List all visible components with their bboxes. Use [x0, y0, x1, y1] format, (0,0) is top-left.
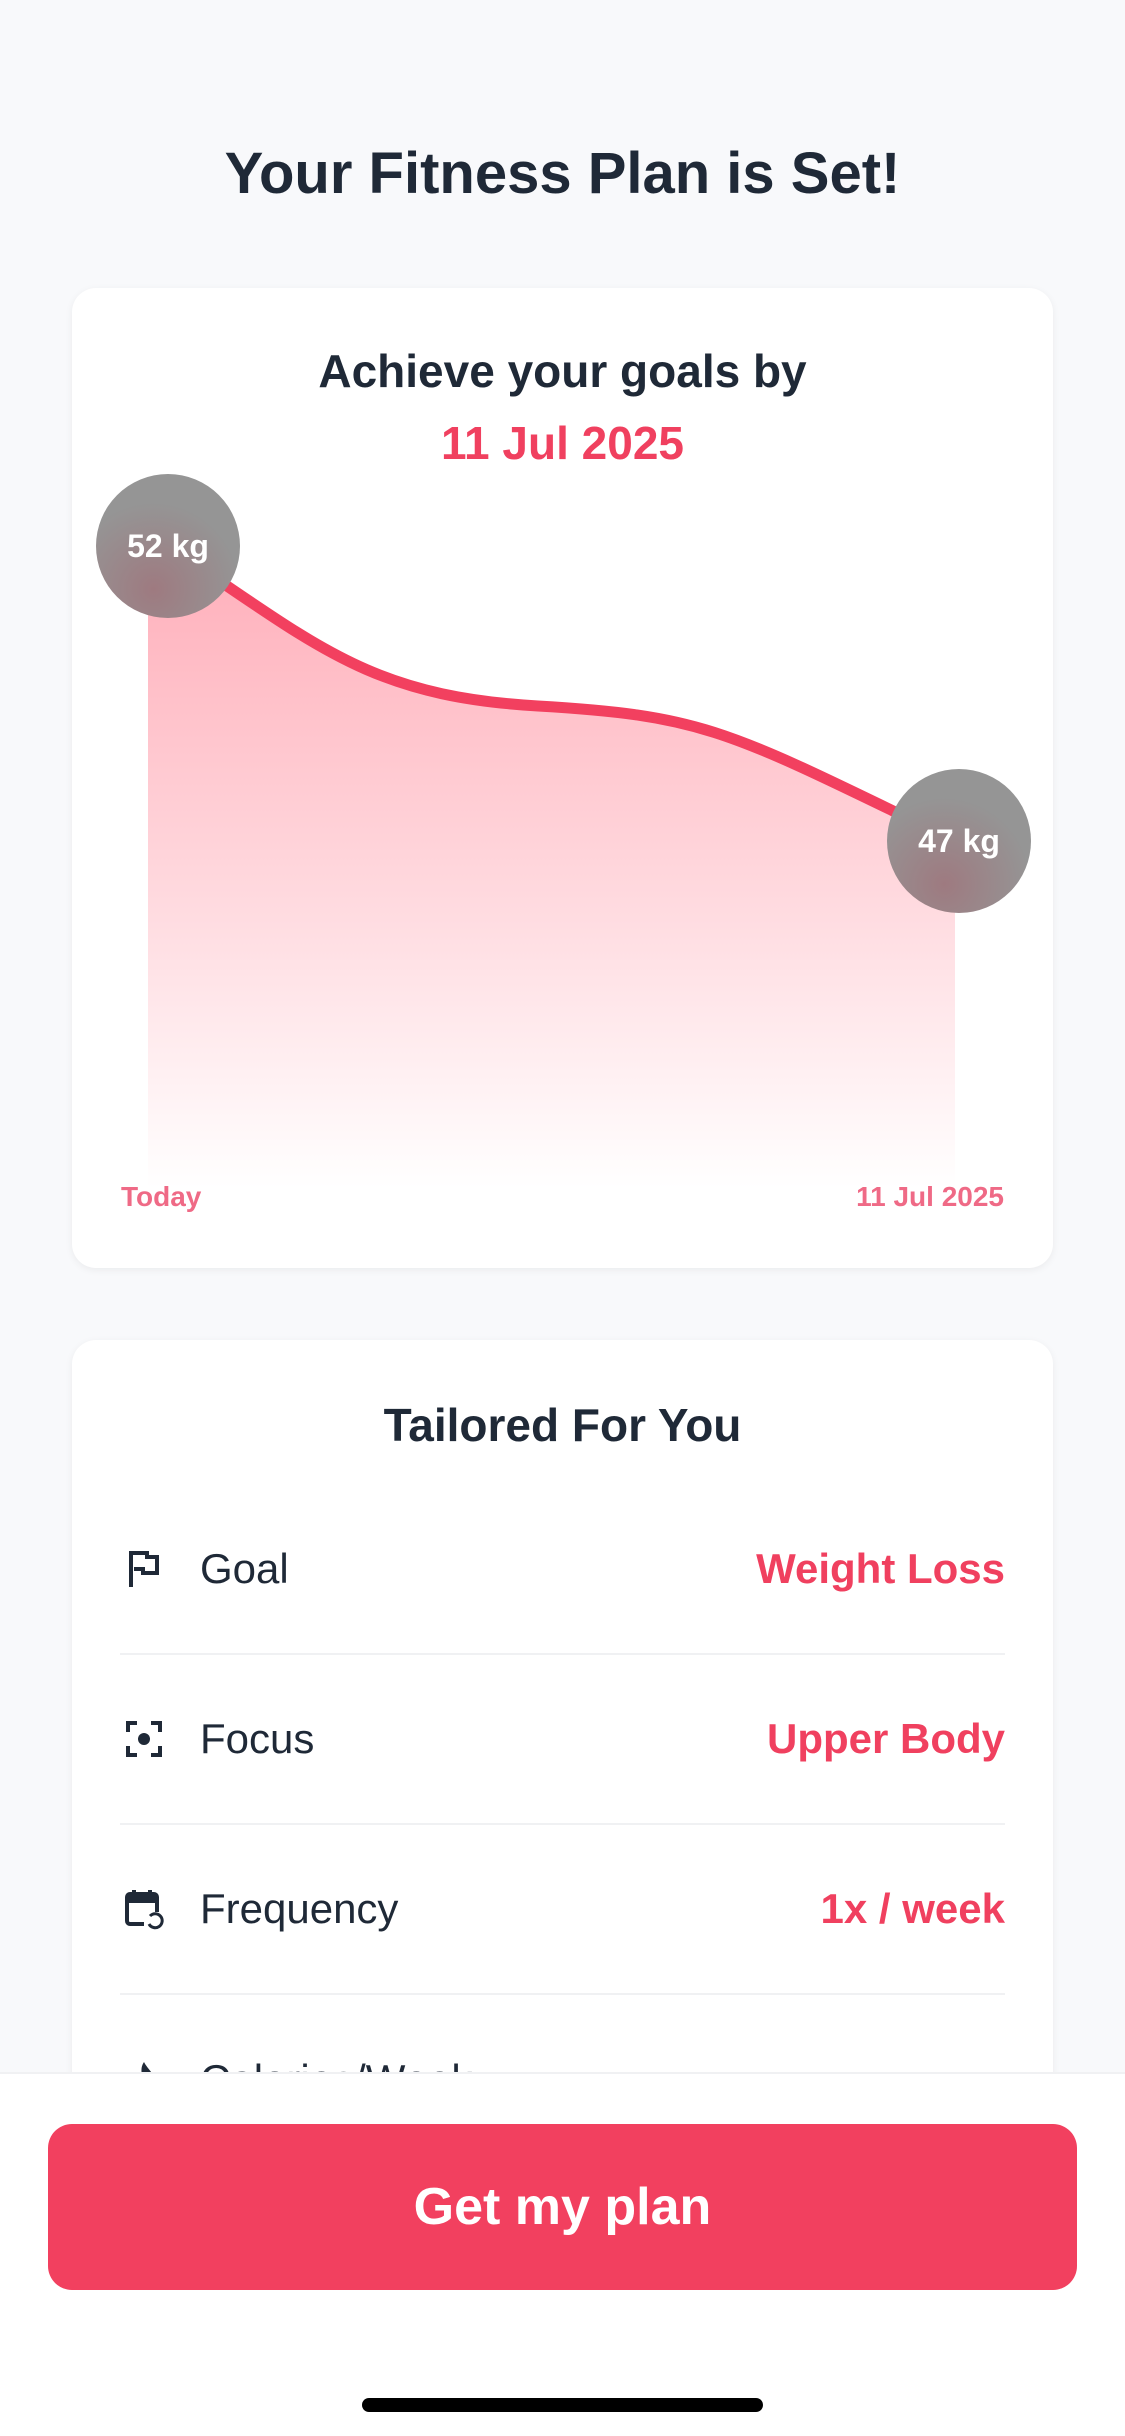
x-axis-end-label: 11 Jul 2025	[856, 1181, 1004, 1212]
focus-icon	[124, 1719, 164, 1759]
row-label: Goal	[200, 1545, 289, 1592]
start-weight-bubble: 52 kg	[96, 474, 240, 618]
row-label: Frequency	[200, 1885, 399, 1932]
end-weight-bubble: 47 kg	[887, 769, 1031, 913]
tailored-card: Tailored For You Goal Weight Loss Focus …	[72, 1340, 1053, 2140]
bottom-bar: Get my plan	[0, 2072, 1125, 2436]
row-goal: Goal Weight Loss	[120, 1485, 1005, 1655]
row-value: Weight Loss	[756, 1545, 1005, 1592]
row-value: 1x / week	[820, 1885, 1005, 1932]
goal-heading: Achieve your goals by	[318, 345, 807, 397]
x-axis-start-label: Today	[121, 1181, 202, 1212]
weight-chart	[148, 540, 961, 1188]
target-date: 11 Jul 2025	[441, 417, 684, 469]
weight-area-fill	[148, 546, 955, 1188]
tailored-heading: Tailored For You	[383, 1399, 742, 1451]
calendar-repeat-icon	[124, 1889, 164, 1930]
row-focus: Focus Upper Body	[120, 1655, 1005, 1825]
weight-line	[162, 540, 961, 847]
page-title: Your Fitness Plan is Set!	[224, 141, 901, 206]
goal-chart-card: Achieve your goals by 11 Jul 2025 52 kg …	[72, 288, 1053, 1268]
row-frequency: Frequency 1x / week	[120, 1825, 1005, 1995]
get-my-plan-button[interactable]: Get my plan	[48, 2124, 1077, 2290]
row-label: Focus	[200, 1715, 315, 1762]
row-value: Upper Body	[766, 1715, 1005, 1762]
flag-icon	[124, 1549, 164, 1589]
home-indicator	[362, 2398, 763, 2412]
